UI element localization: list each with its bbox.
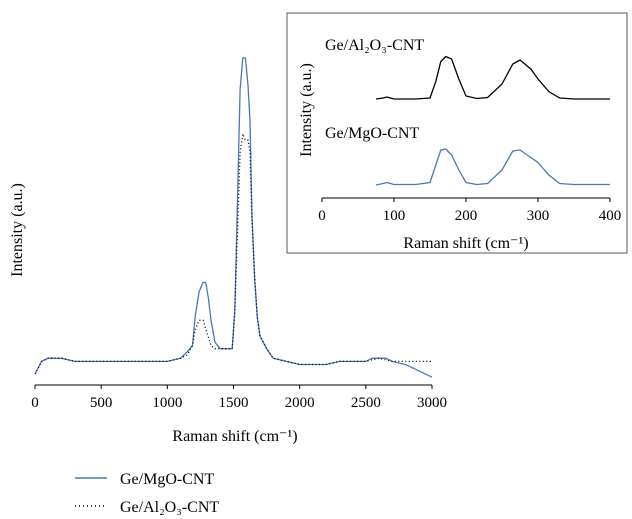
main-series-group [34, 57, 433, 378]
inset-x-tick-label: 0 [318, 208, 326, 224]
inset-x-tick-label: 200 [455, 208, 478, 224]
inset-label-mgo: Ge/MgO-CNT [325, 125, 419, 142]
main-x-tick-label: 1000 [152, 395, 182, 411]
main-x-ticks: 0 500 1000 1500 2000 2500 3000 [31, 385, 447, 411]
main-series-line-0 [34, 57, 433, 378]
inset-x-ticks: 0 100 200 300 400 [318, 198, 621, 224]
inset-frame [286, 12, 628, 254]
inset-y-axis-label: Intensity (a.u.) [298, 63, 315, 157]
legend-label-mgo: Ge/MgO-CNT [120, 471, 214, 488]
main-x-axis-label: Raman shift (cm⁻¹) [172, 428, 297, 445]
main-series-dotted-1 [34, 131, 432, 375]
inset-x-tick-label: 100 [383, 208, 406, 224]
inset-x-tick-label: 300 [527, 208, 550, 224]
legend: Ge/MgO-CNT Ge/Al₂O₃-CNT [75, 471, 219, 516]
inset-series-line-0 [375, 55, 610, 100]
main-y-axis-label: Intensity (a.u.) [9, 183, 26, 277]
main-x-tick-label: 2000 [285, 395, 315, 411]
legend-label-al2o3: Ge/Al₂O₃-CNT [120, 499, 219, 516]
main-x-tick-label: 500 [90, 395, 113, 411]
inset-series-group [375, 55, 610, 186]
main-x-tick-label: 2500 [351, 395, 381, 411]
main-x-tick-label: 0 [31, 395, 39, 411]
main-x-tick-label: 1500 [219, 395, 249, 411]
inset-x-tick-label: 400 [599, 208, 622, 224]
inset-x-axis-label: Raman shift (cm⁻¹) [403, 235, 528, 252]
inset-label-al2o3: Ge/Al₂O₃-CNT [325, 37, 424, 54]
main-x-tick-label: 3000 [417, 395, 447, 411]
inset-series-line-1 [375, 148, 610, 186]
